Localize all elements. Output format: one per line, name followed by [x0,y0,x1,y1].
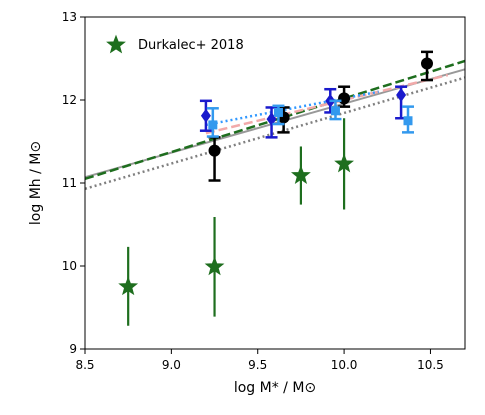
y-tick-label: 10 [62,259,77,273]
data-point-star [290,165,311,184]
y-tick-label: 12 [62,93,77,107]
x-tick-label: 8.5 [75,358,94,372]
data-point-square [208,120,218,130]
model-line-4 [205,73,449,135]
y-axis-label: log Mh / M⊙ [28,141,44,225]
legend-marker-star [106,34,126,54]
data-point-star [334,153,355,173]
x-tick-label: 9.5 [248,358,267,372]
y-tick-label: 9 [69,342,77,356]
model-line-2 [84,76,466,191]
data-points [118,50,433,326]
legend-star-icon [106,34,126,54]
x-tick-label: 9.0 [162,358,181,372]
data-point-circle [208,144,221,157]
data-point-circle [338,92,351,105]
data-point-square [403,116,413,126]
data-point-diamond [200,108,211,123]
plot-frame [84,16,466,350]
data-point-square [330,106,340,116]
x-axis-label: log M* / M⊙ [234,380,316,396]
data-point-circle [421,57,433,70]
y-tick-label: 13 [62,10,77,24]
data-point-star [204,256,225,276]
x-tick-label: 10.5 [417,358,444,372]
legend: Durkalec+ 2018 [106,34,244,54]
y-tick-label: 11 [62,176,77,190]
x-tick-label: 10.0 [331,358,358,372]
data-point-diamond [396,88,407,103]
legend-label: Durkalec+ 2018 [138,38,244,53]
axis-ticks: 8.5 9.0 9.5 10.0 10.5 9 10 11 12 13 [62,10,444,372]
data-point-star [118,276,139,296]
data-point-square [273,107,283,117]
